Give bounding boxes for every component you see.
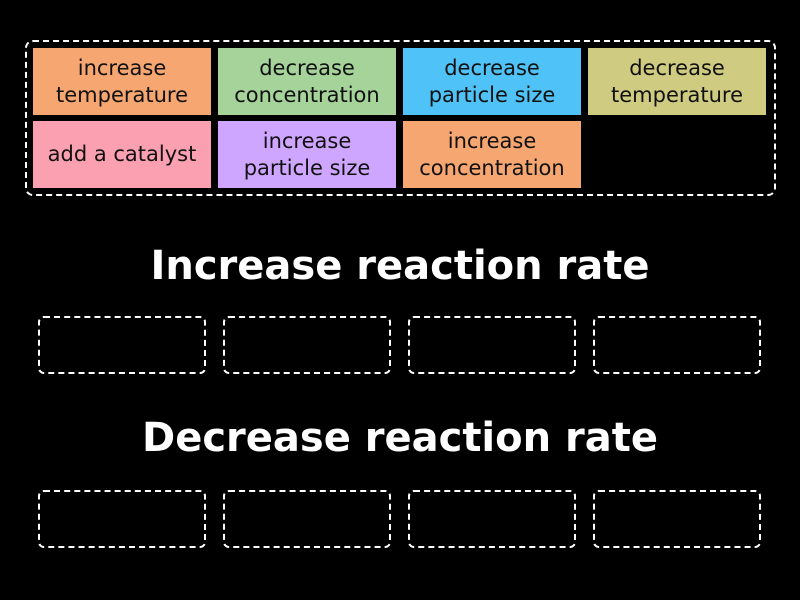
drop-slot[interactable] (38, 490, 206, 548)
drop-slot[interactable] (408, 490, 576, 548)
card-pool (25, 40, 776, 196)
drop-slot[interactable] (593, 316, 761, 374)
answer-card[interactable]: decrease temperature (588, 48, 766, 115)
group-title: Increase reaction rate (150, 243, 650, 289)
drop-slot[interactable] (38, 316, 206, 374)
drop-slot[interactable] (408, 316, 576, 374)
answer-card[interactable]: increase concentration (403, 121, 581, 188)
answer-card[interactable]: decrease particle size (403, 48, 581, 115)
answer-card[interactable]: increase temperature (33, 48, 211, 115)
answer-card[interactable]: increase particle size (218, 121, 396, 188)
drop-slot[interactable] (593, 490, 761, 548)
answer-card[interactable]: decrease concentration (218, 48, 396, 115)
answer-card[interactable]: add a catalyst (33, 121, 211, 188)
drop-slot[interactable] (223, 316, 391, 374)
drop-slot[interactable] (223, 490, 391, 548)
group-title: Decrease reaction rate (142, 415, 658, 461)
